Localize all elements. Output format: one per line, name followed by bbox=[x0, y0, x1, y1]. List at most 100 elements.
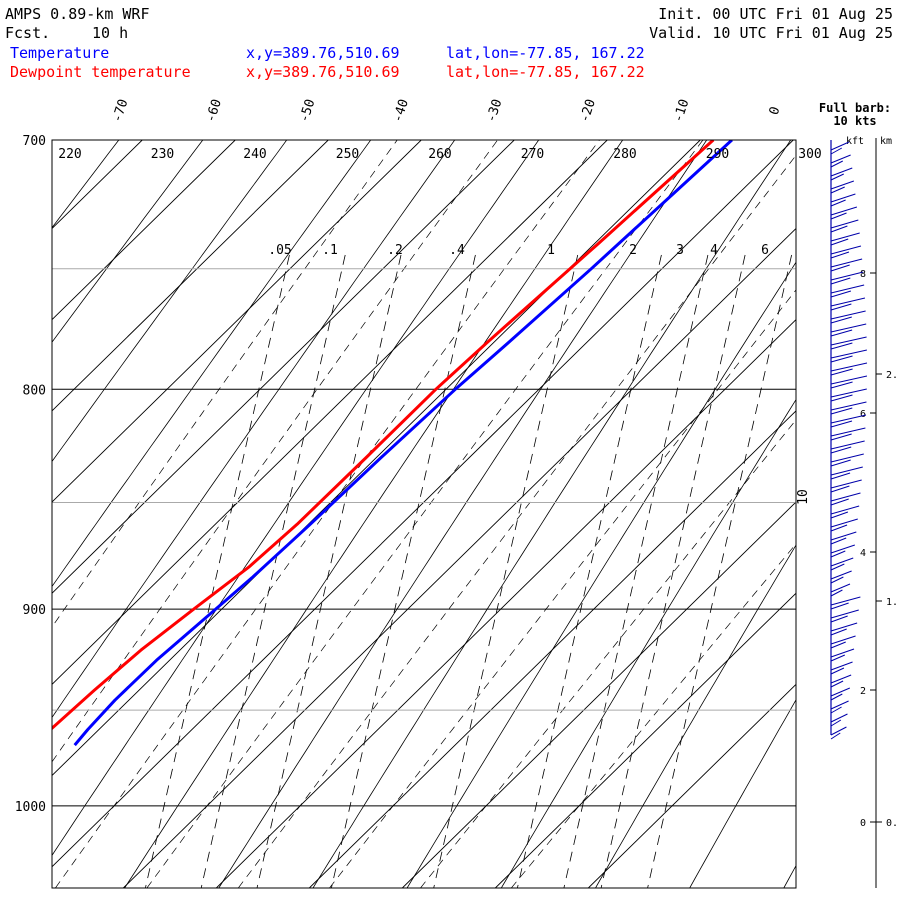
legend-temperature: Temperature bbox=[10, 44, 109, 62]
wind-barb bbox=[830, 557, 854, 567]
moist-adiabat-line bbox=[511, 543, 796, 888]
wind-barb bbox=[830, 186, 845, 194]
wind-barb bbox=[830, 271, 864, 281]
wind-barb bbox=[830, 667, 845, 675]
km-tick-label: 0. bbox=[886, 818, 898, 829]
theta-tick-label: 240 bbox=[243, 147, 266, 162]
dry-adiabat-line bbox=[312, 140, 792, 888]
wind-barb bbox=[830, 323, 867, 333]
wind-barb bbox=[830, 622, 858, 632]
wind-barb bbox=[830, 258, 863, 268]
mixing-ratio-tick-label: 3 bbox=[676, 243, 684, 258]
mixing-ratio-tick-label: .1 bbox=[322, 243, 338, 258]
axis-labels: 700 800 900 1000 -70 -60 -50 -40 -30 -20 -10 0 10 220… bbox=[15, 97, 822, 814]
dry-adiabat-line bbox=[52, 140, 120, 229]
isotherm-line bbox=[52, 140, 608, 686]
wind-barb bbox=[830, 375, 868, 385]
wind-barb bbox=[830, 648, 855, 658]
kft-label: kft bbox=[846, 136, 864, 147]
wind-barb bbox=[830, 459, 851, 467]
km-label: km bbox=[880, 136, 892, 147]
mixing-ratio-tick-label: .05 bbox=[268, 243, 291, 258]
wind-barb bbox=[830, 524, 848, 532]
isotherm-tick-label: -60 bbox=[203, 97, 225, 124]
wind-barb bbox=[830, 433, 852, 441]
mixing-ratio-line bbox=[647, 254, 792, 888]
dry-adiabat-line bbox=[595, 544, 796, 888]
wind-barb bbox=[830, 654, 846, 662]
wind-barb bbox=[830, 466, 863, 476]
wind-barb bbox=[830, 596, 861, 606]
wind-barb bbox=[830, 550, 846, 558]
wind-barb bbox=[830, 381, 853, 389]
background-lines bbox=[52, 140, 796, 888]
wind-barb bbox=[830, 628, 847, 636]
mixing-ratio-tick-label: 4 bbox=[710, 243, 718, 258]
dry-adiabat-line bbox=[500, 398, 796, 888]
isotherm-edge-label: 10 bbox=[796, 489, 811, 505]
kft-tick-label: 4 bbox=[860, 548, 866, 559]
dry-adiabat-line bbox=[689, 699, 796, 888]
wind-barb bbox=[830, 199, 846, 207]
wind-barb bbox=[830, 420, 853, 428]
wind-barb bbox=[830, 212, 847, 220]
kft-tick-label: 2 bbox=[860, 686, 866, 697]
wind-barb bbox=[830, 498, 849, 506]
temperature-profile-line bbox=[73, 140, 733, 747]
wind-barb bbox=[830, 245, 862, 255]
wind-barb bbox=[830, 342, 853, 350]
wind-barb bbox=[830, 368, 853, 376]
dry-adiabat-line bbox=[52, 140, 372, 588]
theta-tick-label: 290 bbox=[706, 147, 729, 162]
isotherm-tick-label: -70 bbox=[110, 97, 132, 124]
wind-barb bbox=[830, 401, 867, 411]
pressure-tick-label: 900 bbox=[23, 603, 46, 618]
wind-barb bbox=[830, 576, 844, 584]
dewpoint-profile-line bbox=[52, 140, 715, 731]
wind-panel-subtitle: 10 kts bbox=[833, 114, 876, 128]
wind-barb bbox=[830, 141, 850, 151]
dry-adiabat-line bbox=[406, 261, 796, 888]
legend-dewpoint: Dewpoint temperature bbox=[10, 63, 191, 81]
wind-barb bbox=[830, 713, 848, 723]
wind-barb bbox=[830, 726, 847, 736]
wind-barb bbox=[830, 674, 852, 684]
theta-tick-label: 250 bbox=[336, 147, 359, 162]
moist-adiabat-line bbox=[146, 140, 704, 888]
wind-barb bbox=[830, 225, 848, 233]
mixing-ratio-line bbox=[600, 254, 746, 888]
theta-tick-label: 260 bbox=[428, 147, 451, 162]
isobars bbox=[52, 139, 796, 807]
wind-barb bbox=[830, 531, 857, 541]
wind-barb bbox=[830, 635, 856, 645]
wind-barb bbox=[830, 349, 867, 359]
km-tick-label: 2. bbox=[886, 370, 898, 381]
isotherm-line bbox=[401, 501, 796, 888]
mixing-ratio-line bbox=[433, 254, 579, 888]
wind-barb bbox=[830, 446, 852, 454]
mixing-ratio-line bbox=[517, 254, 662, 888]
wind-barb bbox=[830, 719, 842, 727]
mixing-ratio-line bbox=[256, 254, 402, 888]
km-tick-label: 1. bbox=[886, 597, 898, 608]
valid-time: Valid. 10 UTC Fri 01 Aug 25 bbox=[649, 24, 893, 42]
mixing-ratio-line bbox=[331, 254, 476, 888]
wind-barb bbox=[830, 602, 849, 610]
moist-adiabat-line bbox=[52, 140, 398, 628]
wind-barb bbox=[830, 583, 851, 593]
isotherm-line bbox=[52, 140, 422, 503]
wind-barb bbox=[830, 732, 841, 740]
isotherm-line bbox=[52, 140, 236, 321]
wind-barb bbox=[830, 453, 864, 463]
wind-barb bbox=[830, 147, 843, 155]
theta-tick-label: 300 bbox=[798, 147, 821, 162]
isotherm-line bbox=[52, 140, 794, 868]
isotherm-tick-label: 0 bbox=[767, 105, 784, 117]
height-ticks: 8 6 4 2 0 2. 1. 0. bbox=[860, 269, 898, 829]
wind-barb bbox=[830, 310, 866, 320]
wind-barb bbox=[830, 407, 853, 415]
isotherm-line bbox=[215, 319, 796, 888]
mixing-ratio-tick-label: 1 bbox=[547, 243, 555, 258]
wind-panel-title: Full barb: bbox=[819, 101, 891, 115]
wind-barb bbox=[830, 505, 860, 515]
